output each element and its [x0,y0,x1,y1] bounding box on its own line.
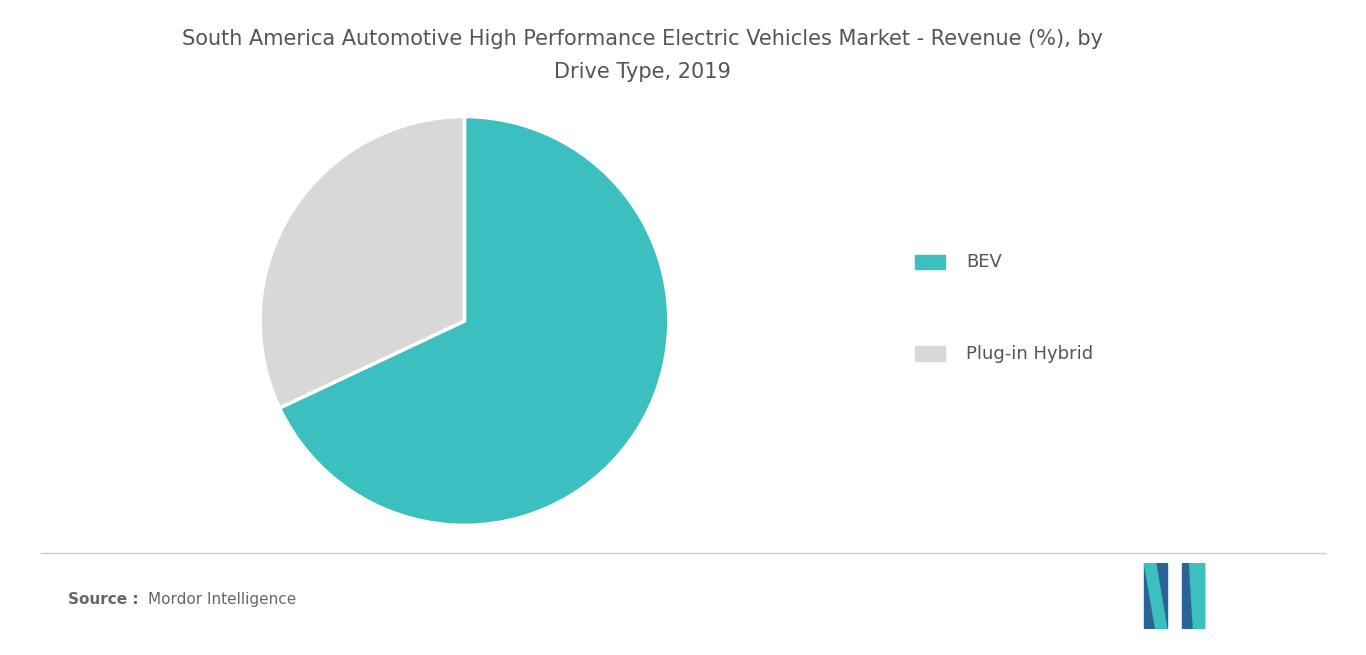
Wedge shape [260,117,464,408]
Wedge shape [280,117,669,525]
Polygon shape [1182,563,1205,629]
Polygon shape [1190,563,1205,629]
Text: Source :: Source : [68,592,139,607]
Polygon shape [1145,563,1167,629]
Polygon shape [1145,563,1167,629]
Text: BEV: BEV [966,253,1001,271]
Text: Mordor Intelligence: Mordor Intelligence [148,592,296,607]
Text: Drive Type, 2019: Drive Type, 2019 [553,62,731,83]
Text: South America Automotive High Performance Electric Vehicles Market - Revenue (%): South America Automotive High Performanc… [182,29,1102,50]
Text: Plug-in Hybrid: Plug-in Hybrid [966,345,1093,363]
